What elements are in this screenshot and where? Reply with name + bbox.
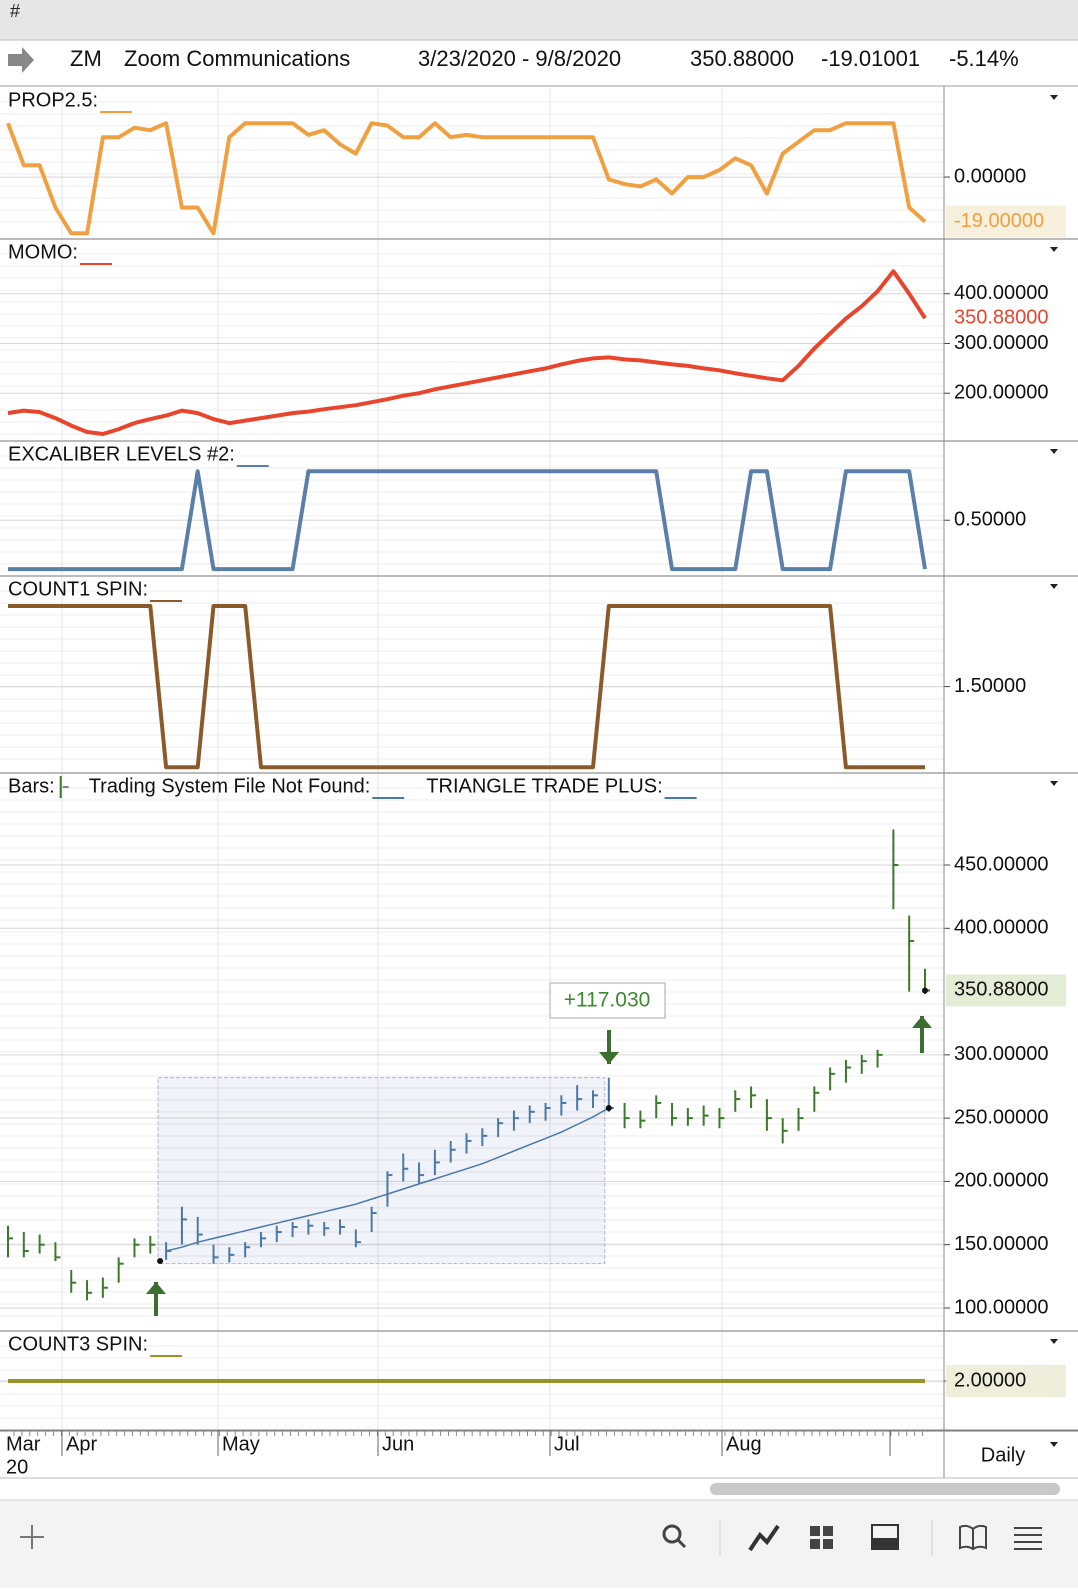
month-label: Jul — [554, 1433, 580, 1455]
y-tick-label: 150.00000 — [954, 1233, 1049, 1255]
last-value-label: -19.00000 — [954, 210, 1044, 232]
sell-arrow — [599, 1052, 619, 1064]
y-tick-label: 450.00000 — [954, 853, 1049, 875]
interval[interactable]: Daily — [981, 1444, 1025, 1466]
y-tick-label: 250.00000 — [954, 1106, 1049, 1128]
panel-menu — [1050, 247, 1058, 252]
panel-label: Trading System File Not Found: — [89, 775, 371, 797]
y-tick-label: 400.00000 — [954, 282, 1049, 304]
y-tick-label: 0.00000 — [954, 165, 1026, 187]
layout-button[interactable] — [810, 1526, 833, 1549]
last-value-box — [946, 205, 1066, 238]
month-label: Jun — [382, 1433, 414, 1455]
panel-menu — [1050, 781, 1058, 786]
y-tick-label: 0.50000 — [954, 509, 1026, 531]
symbol: ZM — [70, 46, 102, 71]
annotation: +117.030 — [564, 989, 651, 1012]
annotation-box — [549, 982, 666, 1019]
last-dot — [922, 987, 928, 994]
company-name: Zoom Communications — [124, 46, 350, 71]
interval-menu[interactable] — [1050, 1442, 1058, 1447]
panel-label: COUNT3 SPIN: — [8, 1333, 148, 1355]
last-value-label: 350.88000 — [954, 306, 1049, 328]
price-change: -19.01001 — [821, 46, 920, 71]
panel-label: EXCALIBER LEVELS #2: — [8, 443, 235, 465]
y-tick-label: 400.00000 — [954, 917, 1049, 939]
panel-menu — [1050, 1339, 1058, 1344]
last-price: 350.88000 — [690, 46, 794, 71]
panel-label: PROP2.5: — [8, 89, 98, 111]
y-tick-label: 100.00000 — [954, 1296, 1049, 1318]
month-label: Mar — [6, 1433, 41, 1455]
indicator-line — [8, 604, 925, 770]
y-tick-label: 2.00000 — [954, 1369, 1026, 1391]
panel-menu — [1050, 449, 1058, 454]
panel-label: MOMO: — [8, 241, 78, 263]
month-label: May — [222, 1433, 260, 1455]
title: # — [10, 1, 20, 21]
panel-menu — [1050, 584, 1058, 589]
buy-arrow — [912, 1016, 932, 1028]
panel-menu — [1050, 95, 1058, 100]
last-value-box — [946, 302, 1066, 335]
entry-dot — [157, 1258, 164, 1265]
menu-button[interactable] — [1014, 1527, 1042, 1550]
last-value-label: 350.88000 — [954, 979, 1049, 1001]
nav-arrow[interactable] — [8, 47, 34, 73]
last-value-box — [946, 974, 1066, 1007]
title-bar — [0, 0, 1078, 40]
month-label: Aug — [726, 1433, 762, 1455]
year-label: 20 — [6, 1456, 28, 1478]
chart-area: 0.00000 -19.00000 PROP2.5: 400.00000 300.000… — [0, 86, 1078, 1478]
month-label: Apr — [66, 1433, 97, 1455]
y-tick-label: 200.00000 — [954, 1170, 1049, 1192]
panel-button[interactable] — [871, 1524, 899, 1550]
trade-line — [165, 1107, 610, 1252]
panel-label: COUNT1 SPIN: — [8, 578, 148, 600]
panel-label: TRIANGLE TRADE PLUS: — [426, 775, 662, 797]
book-button[interactable] — [959, 1524, 987, 1551]
indicator-line — [8, 469, 927, 572]
date-range: 3/23/2020 - 9/8/2020 — [418, 46, 621, 71]
y-tick-label: 300.00000 — [954, 1043, 1049, 1065]
chart-style-button[interactable] — [748, 1524, 780, 1552]
scrollbar[interactable] — [710, 1483, 1060, 1495]
y-tick-label: 200.00000 — [954, 382, 1049, 404]
date-axis: Mar Apr May Jun Jul Aug 20 — [6, 1430, 923, 1478]
y-tick-label: 1.50000 — [954, 675, 1026, 697]
y-tick-label: 300.00000 — [954, 332, 1049, 354]
indicator-line — [6, 121, 927, 236]
bottom-toolbar — [0, 1500, 1078, 1588]
add-button[interactable] — [20, 1525, 44, 1549]
buy-arrow — [146, 1282, 166, 1294]
percent-change: -5.14% — [949, 46, 1019, 71]
indicator-line — [7, 269, 927, 436]
tick-label-box — [946, 1365, 1066, 1397]
panel-label: Bars: — [8, 775, 55, 797]
exit-dot — [605, 1105, 612, 1112]
search-button[interactable] — [662, 1524, 687, 1549]
